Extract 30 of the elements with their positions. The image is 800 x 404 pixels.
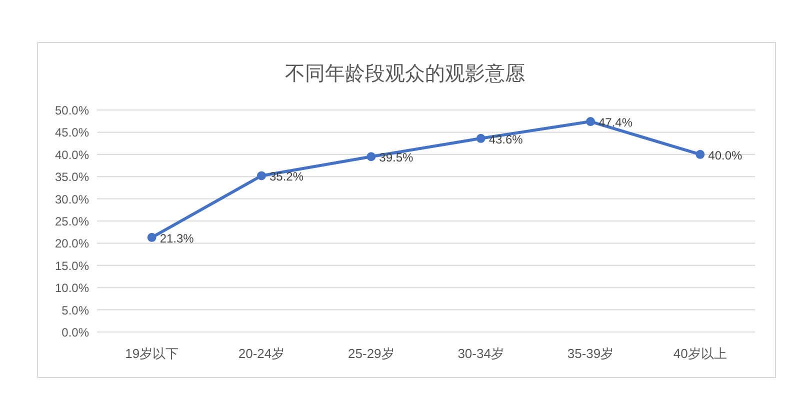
y-tick-label: 25.0% xyxy=(54,214,90,228)
data-label: 43.6% xyxy=(488,132,524,146)
point xyxy=(586,117,595,126)
data-label: 39.5% xyxy=(379,150,414,165)
y-tick-label: 45.0% xyxy=(54,126,90,140)
x-tick-label: 40岁以上 xyxy=(673,346,727,361)
y-tick-label: 0.0% xyxy=(62,326,90,340)
point xyxy=(257,171,266,180)
x-tick-label: 19岁以下 xyxy=(125,346,179,361)
point xyxy=(147,232,156,242)
y-tick-label: 15.0% xyxy=(54,258,90,273)
y-tick-label: 10.0% xyxy=(54,281,90,296)
point xyxy=(696,150,705,159)
x-tick-label: 30-34岁 xyxy=(458,346,504,361)
point xyxy=(366,152,376,162)
x-tick-label: 20-24岁 xyxy=(238,346,285,361)
data-label: 47.4% xyxy=(598,116,633,130)
x-tick-label: 25-29岁 xyxy=(348,346,394,361)
x-tick-label: 35-39岁 xyxy=(567,346,614,361)
point xyxy=(476,134,486,143)
y-tick-label: 20.0% xyxy=(54,236,90,251)
y-tick-label: 30.0% xyxy=(54,192,90,206)
y-tick-label: 50.0% xyxy=(54,104,90,118)
chart-title: 不同年龄段观众的观影意愿 xyxy=(285,63,525,85)
y-tick-label: 40.0% xyxy=(54,148,90,162)
data-label: 21.3% xyxy=(160,231,194,246)
data-label: 40.0% xyxy=(708,148,743,162)
y-tick-label: 35.0% xyxy=(54,170,90,184)
y-tick-label: 5.0% xyxy=(62,303,90,318)
data-label: 35.2% xyxy=(270,170,304,184)
